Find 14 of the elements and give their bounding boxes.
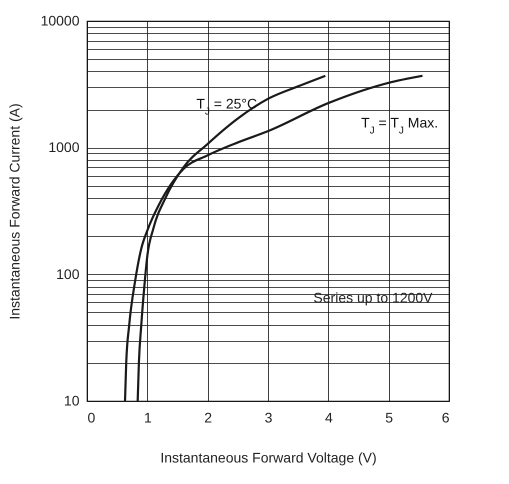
y-tick-label: 1000 <box>48 139 80 156</box>
x-tick-label: 5 <box>385 410 394 426</box>
x-tick-label: 0 <box>88 410 96 426</box>
y-tick-label: 10 <box>64 392 80 408</box>
x-tick-label: 6 <box>442 410 450 426</box>
x-tick-label: 3 <box>264 410 273 426</box>
x-axis-title: Instantaneous Forward Voltage (V) <box>160 450 377 466</box>
x-tick-label: 4 <box>324 410 333 426</box>
y-tick-label: 100 <box>56 266 80 282</box>
series-label: T$_{J}$ = T$_{J}$ Max. <box>361 114 438 136</box>
x-tick-label: 1 <box>144 410 152 426</box>
y-tick-label: 10000 <box>40 12 80 28</box>
y-axis-title: Instantaneous Forward Current (A) <box>6 103 23 320</box>
x-tick-label: 2 <box>204 410 212 426</box>
